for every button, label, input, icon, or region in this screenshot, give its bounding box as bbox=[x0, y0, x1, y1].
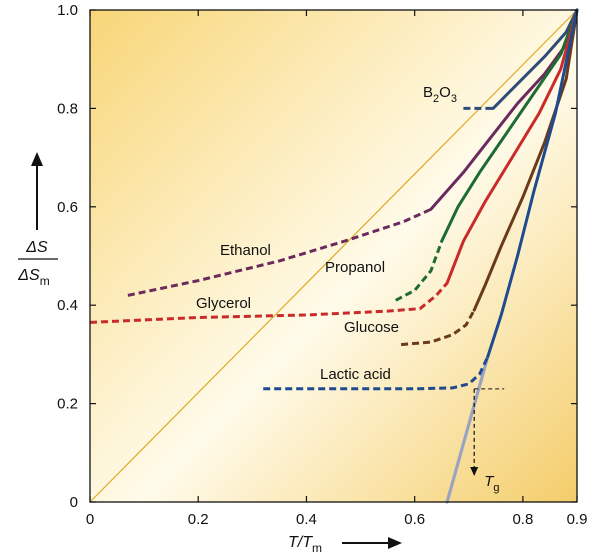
series-glycerol-solid bbox=[445, 8, 579, 285]
x-tick-label: 0.6 bbox=[404, 511, 425, 528]
svg-text:ΔS: ΔS bbox=[25, 239, 48, 256]
label-b2o3: B2O3 bbox=[423, 84, 457, 105]
label-glycerol: Glycerol bbox=[196, 295, 251, 312]
plot-frame bbox=[89, 9, 578, 503]
label-propanol: Propanol bbox=[325, 259, 385, 276]
x-tick-label: 0 bbox=[86, 511, 94, 528]
x-tick-label: 0.8 bbox=[512, 511, 533, 528]
down-arrow-icon bbox=[470, 467, 479, 476]
right-arrow-icon bbox=[388, 537, 402, 549]
series-lactic-acid bbox=[263, 8, 579, 504]
svg-text:T/Tm: T/Tm bbox=[288, 534, 322, 555]
y-axis-denominator: ΔS bbox=[17, 267, 40, 284]
x-tick-label: 0.4 bbox=[296, 511, 317, 528]
series-propanol-dashed bbox=[395, 240, 444, 302]
series-ethanol-dashed bbox=[127, 207, 432, 297]
diagonal-reference-line bbox=[89, 9, 578, 503]
x-axis-label: T/Tm bbox=[288, 534, 402, 555]
label-glucose: Glucose bbox=[344, 319, 399, 336]
series-glucose-solid bbox=[472, 8, 579, 312]
y-axis-label: ΔS ΔSm bbox=[17, 152, 58, 288]
x-axis-label-main: T/T bbox=[288, 534, 313, 551]
series-label-layer: B2O3 Ethanol Propanol Glycerol Glucose Lactic… bbox=[196, 84, 499, 494]
y-axis-numerator: ΔS bbox=[25, 239, 48, 256]
up-arrow-icon bbox=[31, 152, 43, 166]
x-axis-label-sub: m bbox=[312, 541, 322, 555]
series-b2o3 bbox=[463, 8, 579, 110]
series-propanol-solid bbox=[440, 8, 579, 243]
svg-text:ΔSm: ΔSm bbox=[17, 267, 49, 288]
x-tick-label: 0.2 bbox=[188, 511, 209, 528]
reference-layer bbox=[89, 9, 578, 503]
series-propanol bbox=[395, 8, 579, 302]
series-layer bbox=[89, 8, 579, 504]
label-lactic-acid: Lactic acid bbox=[320, 366, 391, 383]
y-axis-denominator-sub: m bbox=[40, 274, 50, 288]
series-glucose bbox=[400, 8, 579, 347]
y-tick-label: 0 bbox=[70, 494, 78, 511]
series-lactic-acid-solid bbox=[486, 8, 579, 359]
y-tick-label: 0.8 bbox=[57, 100, 78, 117]
y-tick-label: 0.6 bbox=[57, 199, 78, 216]
y-tick-label: 0.4 bbox=[57, 297, 78, 314]
y-tick-label: 0.2 bbox=[57, 396, 78, 413]
series-lactic-acid-extrapolation bbox=[445, 355, 490, 504]
series-b2o3-solid bbox=[491, 8, 579, 110]
x-tick-label: 0.9 bbox=[567, 511, 588, 528]
tg-marker bbox=[470, 388, 505, 476]
series-glycerol-dashed bbox=[89, 282, 449, 324]
label-ethanol: Ethanol bbox=[220, 242, 271, 259]
y-tick-label: 1.0 bbox=[57, 2, 78, 19]
tick-layer: 0 0.2 0.4 0.6 0.8 0.9 0 0.2 0.4 0.6 0.8 1.0 bbox=[57, 2, 587, 528]
tg-label: Tg bbox=[484, 473, 499, 494]
series-lactic-acid-dashed bbox=[263, 356, 490, 391]
series-glycerol bbox=[89, 8, 579, 324]
